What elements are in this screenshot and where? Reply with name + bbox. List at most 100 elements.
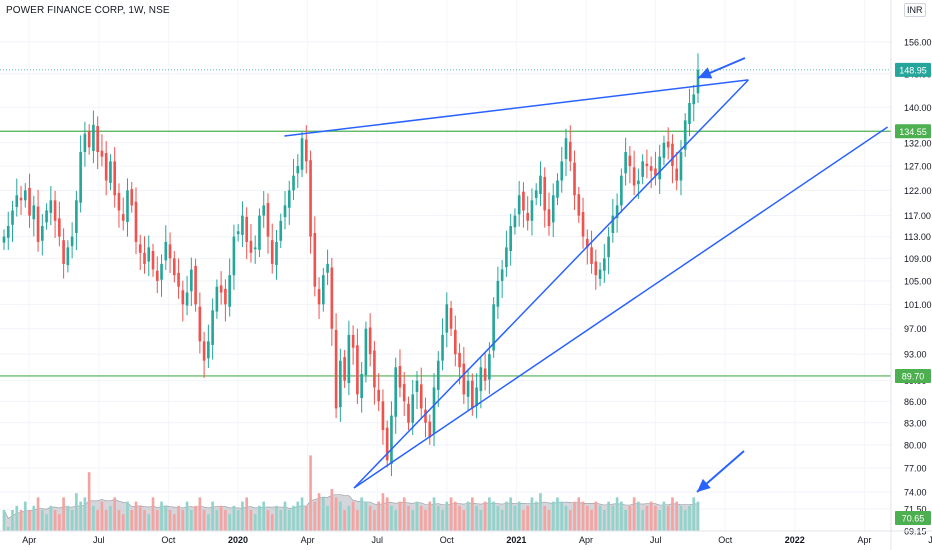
volume-bar [253,514,257,531]
candle-body [6,226,10,238]
volume-bar [15,505,19,531]
volume-bar [637,501,640,531]
volume-bar [551,501,555,531]
candle-body [471,380,474,409]
x-tick-label: Oct [440,535,455,545]
volume-bar [522,510,525,531]
volume-bar [309,455,312,531]
candle-body [688,103,691,125]
volume-bar [121,514,125,531]
candle-body [534,190,538,198]
trendline[interactable] [353,126,889,489]
volume-bar [215,510,219,531]
y-tick-label: 93.00 [904,350,927,360]
trendlines[interactable] [284,79,889,489]
volume-bar [577,497,581,531]
volume-bar [283,501,287,531]
horizontal-levels[interactable] [0,69,891,377]
annotation-arrows [696,57,746,493]
volume-bar [164,505,168,531]
volume-bar [432,497,436,531]
volume-bar [530,497,534,531]
volume-bar [190,510,193,531]
volume-bar [675,501,679,531]
candle-body [287,190,291,208]
volume-bar [547,510,551,531]
volume-bar [500,510,504,531]
trendline[interactable] [284,79,749,137]
arrow-head [698,67,713,79]
y-axis[interactable]: 156.00148.00140.00132.00127.00122.00117.… [890,0,932,550]
x-tick-label: Jul [93,535,105,545]
volume-bar [270,514,274,531]
candle-body [304,139,308,162]
candle-body [428,421,432,438]
volume-bar [603,510,606,531]
volume-bar [23,501,27,531]
volume-ma-area-path [3,494,699,532]
volume-bar [620,501,623,531]
y-tick-label: 127.00 [904,162,932,172]
volume-bar [419,505,423,531]
candle-body [49,200,53,213]
volume-bar [70,510,74,531]
volume-bar [185,501,189,531]
x-tick-label: Apr [301,535,315,545]
candle-body [402,383,406,402]
candle-body [28,187,31,216]
candle-body [475,387,478,407]
candle-body [381,401,385,431]
price-badge-label: 70.65 [902,514,925,524]
candle-body [224,288,227,305]
candle-body [202,341,206,361]
volume-bar [58,514,61,531]
volume-bar [415,501,419,531]
candle-body [675,168,679,181]
candle-body [241,215,244,235]
candle-body [351,334,355,348]
currency-button[interactable]: INR [904,3,926,17]
candle-body [53,200,57,221]
candle-body [326,263,329,273]
candle-body [126,190,129,222]
x-tick-label: Oct [161,535,176,545]
candle-body [104,153,108,181]
candle-body [109,161,112,183]
volume-bar [624,510,627,531]
x-axis[interactable]: Apr Jul Oct 2020 Apr Jul Oct 2021 Apr Jul Oct 2022 A… [0,530,932,545]
candle-body [236,231,240,235]
x-tick-label: Apr [857,535,871,545]
candle-body [19,197,23,201]
volume-bar [2,510,6,531]
candle-body [283,205,287,218]
candle-body [232,236,236,276]
y-tick-label: 109.00 [904,254,932,264]
volume-bar [19,510,23,531]
volume-bar [607,501,610,531]
volume-bar [556,497,559,531]
volume-bar [207,514,210,531]
candle-body [92,124,95,152]
volume-bar [394,510,398,531]
candle-body [453,329,457,355]
candle-body [513,215,517,228]
volume-bar [364,501,368,531]
volume-bar [279,510,283,531]
candle-body [654,168,657,176]
volume-bar [126,501,129,531]
candle-body [407,403,410,423]
trendline[interactable] [353,79,749,489]
volume-bar [45,514,48,531]
volume-bar [6,526,10,531]
volume-bar [96,510,99,531]
price-badge-label: 134.55 [899,127,927,137]
candle-body [568,141,572,162]
candle-body [530,200,534,221]
candle-body [177,272,180,287]
candle-body [364,328,368,376]
volume-bar [87,472,91,531]
y-tick-label: 117.00 [904,211,931,221]
candle-body [75,200,78,233]
candle-body [266,202,270,237]
